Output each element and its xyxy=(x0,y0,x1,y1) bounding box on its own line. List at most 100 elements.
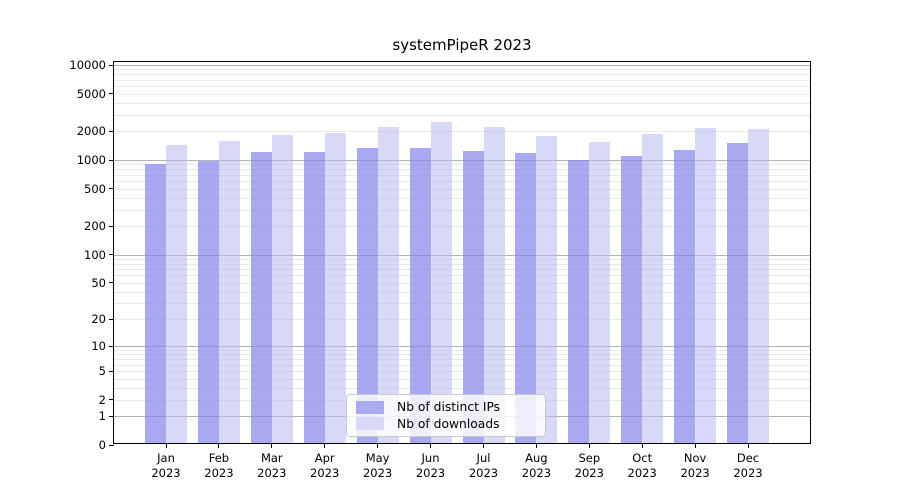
minor-gridline xyxy=(114,169,810,171)
minor-gridline xyxy=(114,258,810,260)
bar-downloads-jan xyxy=(166,145,187,443)
y-tick-mark xyxy=(109,254,114,256)
year-label: 2023 xyxy=(415,466,446,480)
x-tick-mark xyxy=(588,444,590,448)
y-tick-label: 20 xyxy=(91,312,106,327)
y-tick-label: 2 xyxy=(98,392,106,407)
x-tick-mark xyxy=(430,444,431,448)
year-label: 2023 xyxy=(680,466,710,480)
minor-gridline xyxy=(114,263,810,265)
bar-distinct-ips-nov xyxy=(674,149,696,443)
y-tick-label: 50 xyxy=(91,275,106,290)
x-tick-label: Dec 2023 xyxy=(718,451,778,481)
bar-distinct-ips-jun xyxy=(409,147,431,443)
x-tick-mark xyxy=(218,444,220,448)
bar-distinct-ips-sep xyxy=(568,159,590,443)
y-tick-mark xyxy=(109,399,114,401)
bar-distinct-ips-jan xyxy=(145,164,166,443)
month-label: Apr xyxy=(314,451,335,465)
bar-distinct-ips-jul xyxy=(462,150,484,443)
y-tick-label: 0 xyxy=(98,438,106,452)
minor-gridline xyxy=(114,354,810,356)
bar-downloads-feb xyxy=(218,141,240,443)
bar-downloads-mar xyxy=(271,134,293,443)
minor-gridline xyxy=(114,102,810,104)
minor-gridline xyxy=(114,74,810,76)
x-tick-label: Nov 2023 xyxy=(665,451,725,481)
y-tick-label: 5 xyxy=(98,364,106,379)
bar-distinct-ips-mar xyxy=(250,151,272,443)
y-tick-label: 2000 xyxy=(76,124,106,139)
minor-gridline xyxy=(114,69,810,71)
minor-gridline xyxy=(114,79,810,81)
x-tick-label: May 2023 xyxy=(348,451,408,481)
y-tick-label: 500 xyxy=(84,181,106,196)
month-label: Nov xyxy=(683,451,707,465)
bar-distinct-ips-oct xyxy=(621,155,643,443)
minor-gridline xyxy=(114,181,810,182)
month-label: Dec xyxy=(736,451,760,465)
x-tick-label: Jun 2023 xyxy=(401,451,461,481)
legend: Nb of distinct IPs Nb of downloads xyxy=(346,394,546,437)
month-label: Jul xyxy=(476,451,491,465)
minor-gridline xyxy=(114,364,810,366)
y-tick-mark xyxy=(109,415,114,417)
chart-title: systemPipeR 2023 xyxy=(392,36,532,54)
year-label: 2023 xyxy=(574,466,604,480)
bar-downloads-nov xyxy=(695,128,717,443)
major-gridline xyxy=(114,65,810,66)
minor-gridline xyxy=(114,275,810,277)
year-label: 2023 xyxy=(151,466,181,480)
minor-gridline xyxy=(114,114,810,116)
minor-gridline xyxy=(114,86,810,88)
x-tick-label: Jan 2023 xyxy=(136,451,196,481)
bar-distinct-ips-dec xyxy=(727,142,748,443)
minor-gridline xyxy=(114,319,810,321)
bar-downloads-may xyxy=(377,127,399,443)
month-label: Oct xyxy=(632,451,653,465)
bar-downloads-oct xyxy=(642,134,664,443)
minor-gridline xyxy=(114,93,810,95)
x-tick-label: Sep 2023 xyxy=(559,451,619,481)
y-tick-mark xyxy=(109,159,114,161)
y-tick-label: 10 xyxy=(91,339,106,354)
minor-gridline xyxy=(114,371,810,373)
minor-gridline xyxy=(114,188,810,190)
bar-downloads-jun xyxy=(430,121,452,443)
y-tick-mark xyxy=(109,370,114,372)
y-tick-label: 10000 xyxy=(69,58,106,72)
bar-downloads-apr xyxy=(324,133,346,443)
x-tick-mark xyxy=(694,444,696,448)
x-tick-label: Mar 2023 xyxy=(242,451,302,481)
bar-distinct-ips-aug xyxy=(515,153,537,443)
y-tick-mark xyxy=(109,282,114,284)
x-tick-label: Jul 2023 xyxy=(454,451,514,481)
year-label: 2023 xyxy=(204,466,234,480)
y-tick-label: 100 xyxy=(84,247,106,262)
y-tick-mark xyxy=(109,318,114,320)
x-tick-label: Apr 2023 xyxy=(295,451,355,481)
month-label: May xyxy=(365,451,390,465)
x-tick-mark xyxy=(377,444,379,448)
y-tick-label: 200 xyxy=(84,219,106,234)
year-label: 2023 xyxy=(468,466,499,480)
y-tick-mark xyxy=(109,64,114,66)
month-label: Jun xyxy=(421,451,440,465)
minor-gridline xyxy=(114,359,810,361)
bar-downloads-aug xyxy=(536,136,558,443)
x-tick-label: Aug 2023 xyxy=(506,451,566,481)
month-label: Mar xyxy=(260,451,283,465)
minor-gridline xyxy=(114,269,810,271)
year-label: 2023 xyxy=(627,466,657,480)
y-tick-mark xyxy=(109,444,114,446)
x-tick-mark xyxy=(271,444,273,448)
x-tick-label: Oct 2023 xyxy=(612,451,672,481)
bar-downloads-sep xyxy=(589,141,611,443)
minor-gridline xyxy=(114,378,810,380)
minor-gridline xyxy=(114,164,810,166)
minor-gridline xyxy=(114,387,810,389)
legend-label-downloads: Nb of downloads xyxy=(397,416,500,431)
month-label: Jan xyxy=(157,451,175,465)
y-tick-mark xyxy=(109,225,114,227)
